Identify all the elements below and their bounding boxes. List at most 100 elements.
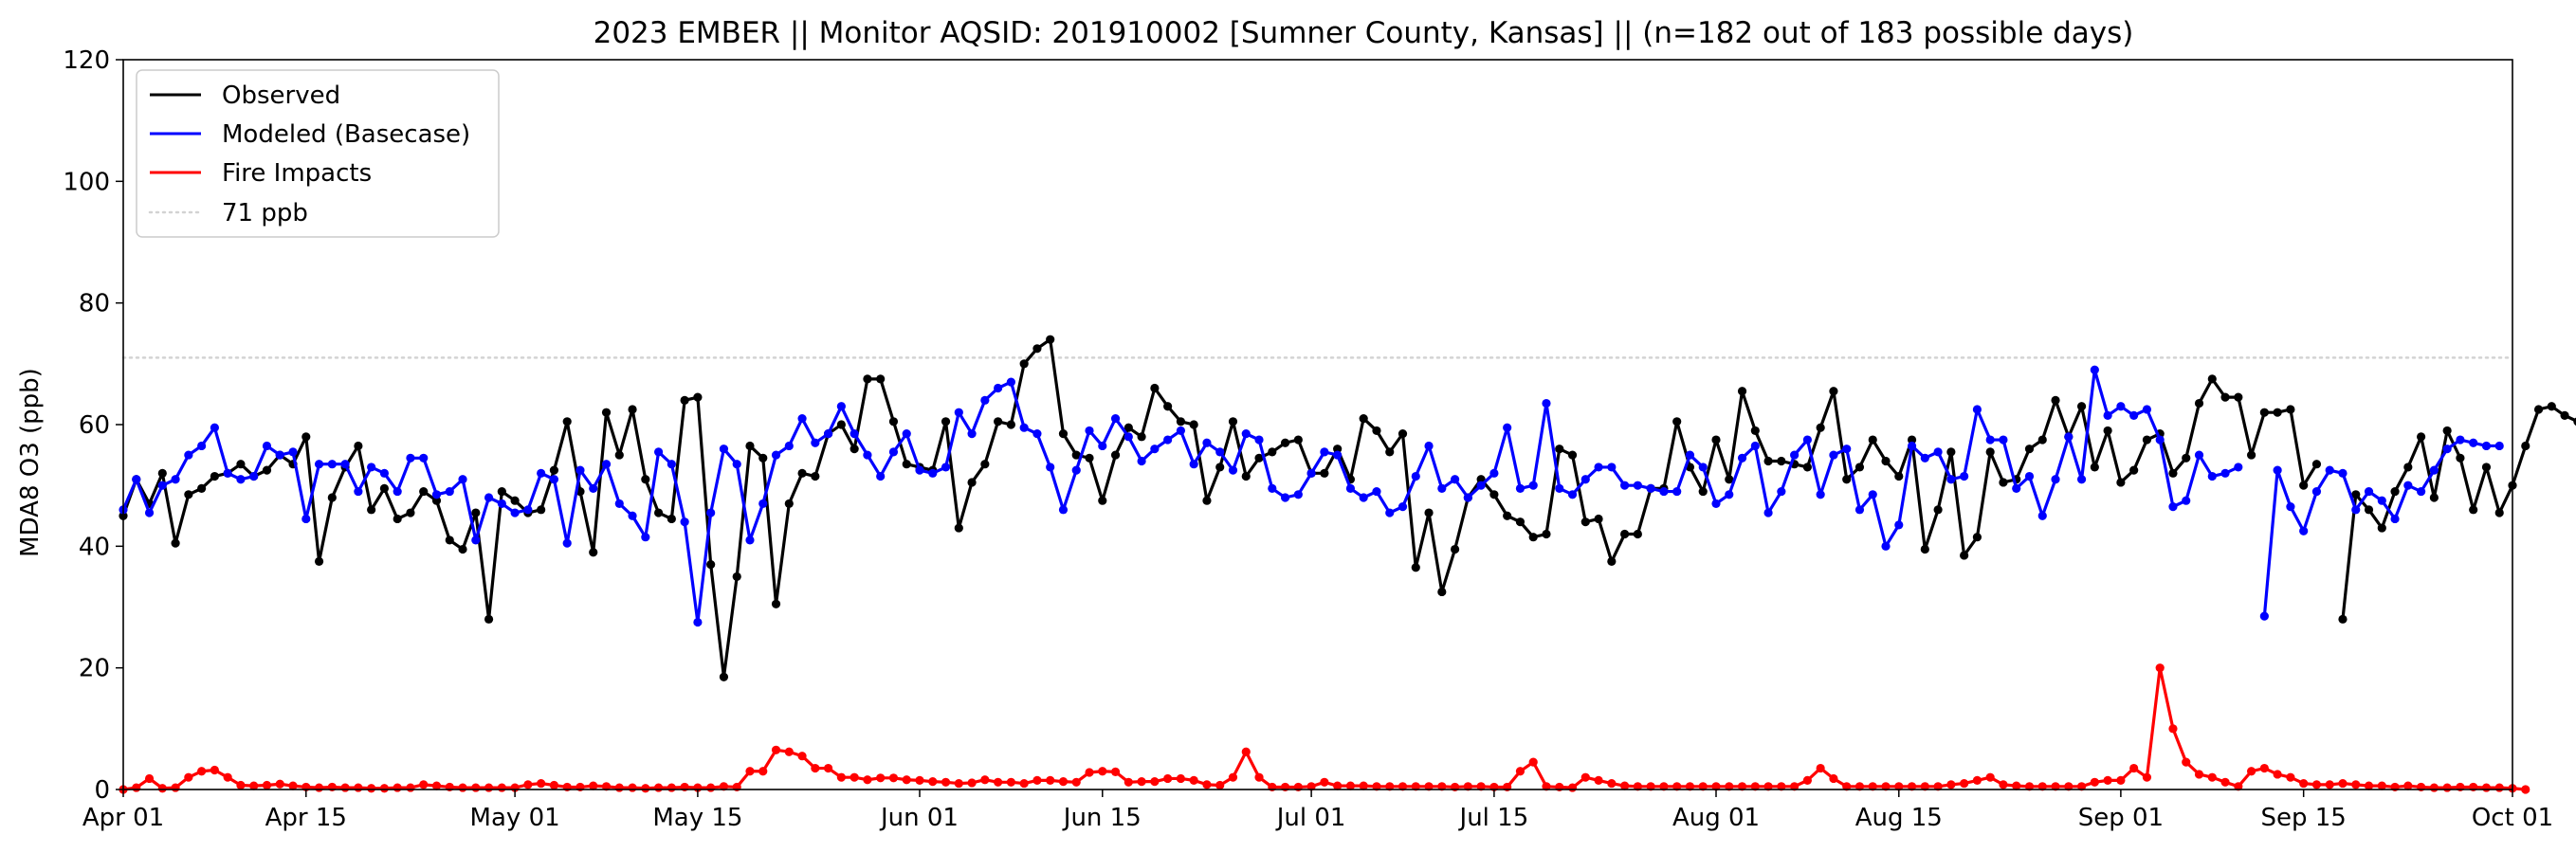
fire-impacts-point xyxy=(1176,773,1186,784)
observed-point xyxy=(1711,435,1721,445)
observed-point xyxy=(1268,447,1277,457)
observed-point xyxy=(1411,563,1420,572)
modeled-point xyxy=(1424,441,1434,451)
observed-point xyxy=(1672,417,1682,426)
fire-impacts-point xyxy=(1842,782,1852,791)
fire-impacts-point xyxy=(1032,775,1042,785)
fire-impacts-point xyxy=(431,781,442,790)
fire-impacts-point xyxy=(1933,782,1943,791)
observed-point xyxy=(1829,387,1838,396)
observed-point xyxy=(2560,410,2569,420)
fire-impacts-point xyxy=(2155,663,2165,673)
modeled-point xyxy=(2390,514,2400,524)
modeled-point xyxy=(1098,441,1107,451)
observed-point xyxy=(732,572,741,582)
fire-impacts-point xyxy=(2364,781,2374,790)
modeled-point xyxy=(928,468,938,478)
observed-point xyxy=(1098,496,1107,505)
observed-point xyxy=(510,496,520,505)
modeled-point xyxy=(236,475,246,484)
observed-point xyxy=(2481,463,2492,472)
modeled-point xyxy=(1137,456,1146,466)
fire-impacts-point xyxy=(171,783,180,792)
fire-impacts-point xyxy=(1241,747,1251,756)
fire-impacts-point xyxy=(1868,782,1877,791)
modeled-point xyxy=(549,475,559,484)
fire-impacts-point xyxy=(1359,781,1368,790)
modeled-point xyxy=(197,441,207,451)
fire-impacts-point xyxy=(876,773,886,783)
modeled-point xyxy=(2456,435,2465,445)
modeled-point xyxy=(1567,490,1578,499)
observed-point xyxy=(2286,405,2295,414)
fire-impacts-point xyxy=(758,767,768,776)
modeled-point xyxy=(888,447,899,457)
fire-impacts-point xyxy=(2064,782,2074,791)
fire-impacts-point xyxy=(1463,782,1472,791)
observed-point xyxy=(2129,465,2139,475)
x-tick-label: Apr 15 xyxy=(265,804,347,832)
observed-point xyxy=(2207,374,2217,384)
fire-impacts-point xyxy=(2429,783,2439,792)
observed-point xyxy=(1385,447,1395,457)
observed-point xyxy=(171,538,180,548)
observed-point xyxy=(1032,344,1042,354)
observed-point xyxy=(2037,435,2047,445)
fire-impacts-point xyxy=(1620,781,1630,790)
observed-point xyxy=(1163,402,1173,411)
modeled-point xyxy=(1659,486,1669,497)
modeled-point xyxy=(2494,441,2504,451)
fire-impacts-point xyxy=(2338,778,2348,789)
fire-impacts-point xyxy=(2246,767,2256,776)
fire-impacts-point xyxy=(1137,777,1146,787)
observed-point xyxy=(549,465,559,475)
fire-impacts-point xyxy=(941,777,951,787)
modeled-point xyxy=(719,445,729,454)
modeled-point xyxy=(1763,508,1773,517)
observed-point xyxy=(2442,426,2452,436)
modeled-point xyxy=(1189,460,1198,469)
fire-impacts-point xyxy=(2103,775,2112,785)
fire-impacts-point xyxy=(262,780,272,790)
observed-point xyxy=(1280,438,1290,447)
modeled-point xyxy=(2273,465,2282,475)
modeled-point xyxy=(431,490,442,499)
x-tick-label: Aug 15 xyxy=(1855,804,1943,832)
fire-impacts-point xyxy=(628,783,637,792)
observed-point xyxy=(1868,435,1877,445)
fire-impacts-point xyxy=(2051,782,2060,791)
fire-impacts-point xyxy=(2182,757,2191,767)
observed-point xyxy=(2377,523,2386,533)
fire-impacts-point xyxy=(811,763,820,773)
modeled-point xyxy=(628,511,637,520)
observed-point xyxy=(771,599,781,608)
observed-point xyxy=(354,441,363,451)
modeled-point xyxy=(523,505,533,515)
modeled-point xyxy=(1672,486,1682,497)
fire-impacts-point xyxy=(1685,782,1695,791)
fire-impacts-point xyxy=(236,780,246,790)
observed-point xyxy=(1110,450,1121,460)
x-tick-label: Jul 01 xyxy=(1275,804,1346,832)
modeled-point xyxy=(902,429,911,439)
fire-impacts-point xyxy=(2299,778,2309,789)
fire-impacts-point xyxy=(1476,782,1486,791)
legend: Observed Modeled (Basecase) Fire Impacts… xyxy=(136,69,500,238)
observed-point xyxy=(667,514,676,524)
legend-modeled-label: Modeled (Basecase) xyxy=(222,120,470,149)
fire-impacts-point xyxy=(1659,782,1669,791)
fire-impacts-point xyxy=(1816,763,1825,773)
fire-impacts-point xyxy=(850,772,859,782)
modeled-point xyxy=(1685,450,1695,460)
x-tick-label: Aug 01 xyxy=(1672,804,1760,832)
modeled-point xyxy=(575,465,585,475)
observed-point xyxy=(2246,450,2256,460)
fire-impacts-point xyxy=(589,781,598,790)
observed-point xyxy=(1594,514,1603,524)
modeled-point xyxy=(2194,450,2204,460)
modeled-point xyxy=(2116,402,2126,411)
observed-point xyxy=(1816,423,1825,432)
fire-impacts-point xyxy=(641,784,650,793)
modeled-point xyxy=(1555,483,1564,493)
fire-impacts-point xyxy=(2234,782,2243,791)
